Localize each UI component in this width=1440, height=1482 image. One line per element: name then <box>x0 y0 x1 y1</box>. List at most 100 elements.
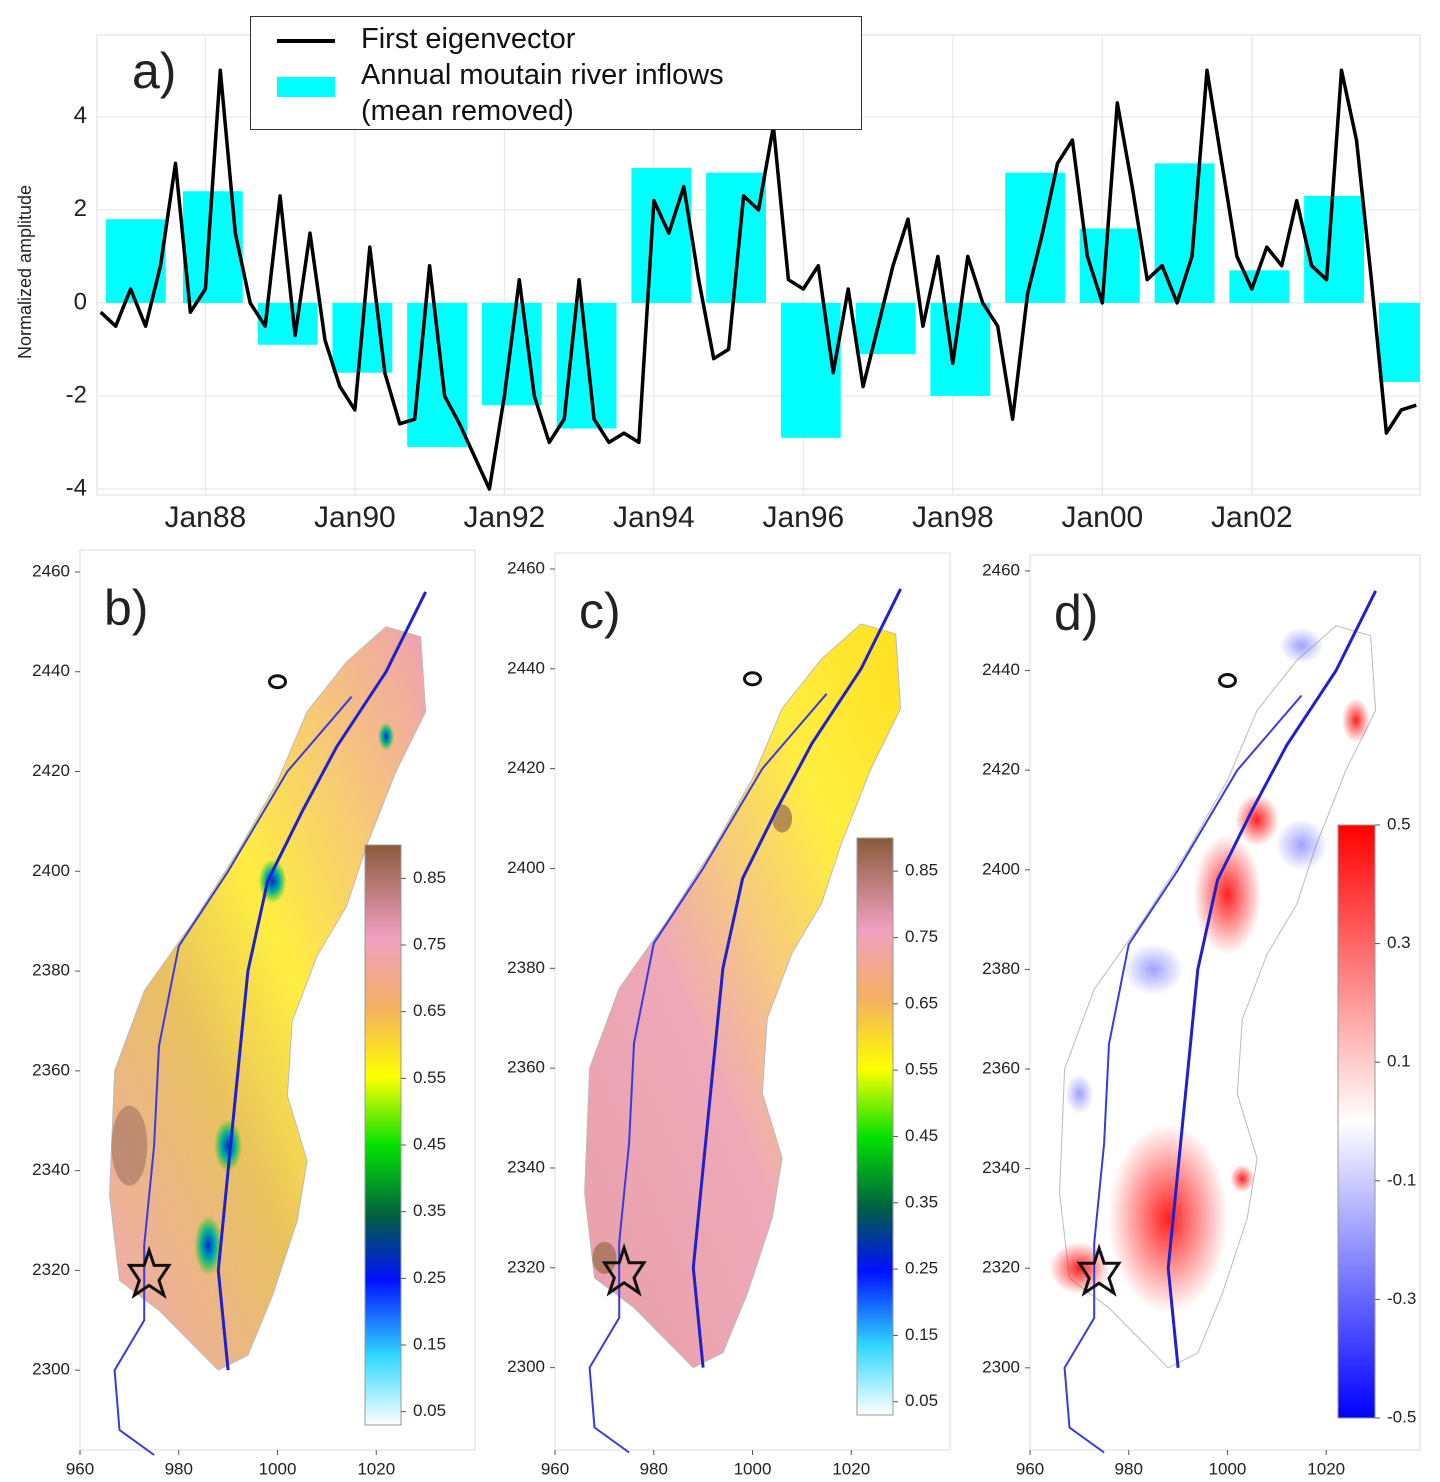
y-tick-label: 2340 <box>32 1160 70 1179</box>
colorbar-tick-label: 0.45 <box>413 1134 446 1153</box>
colorbar <box>364 844 402 1426</box>
x-tick-label: 960 <box>66 1459 94 1478</box>
x-tick-label: 1020 <box>832 1459 870 1478</box>
colorbar <box>1337 824 1376 1419</box>
positive-zone <box>1235 793 1280 846</box>
panel-label: a) <box>132 43 176 99</box>
lake <box>268 674 287 690</box>
y-tick-label: 2380 <box>507 958 545 977</box>
bar <box>1229 270 1290 303</box>
colorbar-tick-label: 0.55 <box>905 1060 938 1079</box>
colorbar <box>856 837 894 1416</box>
legend: First eigenvector Annual moutain river i… <box>250 16 862 130</box>
colorbar-tick-label: 0.85 <box>905 861 938 880</box>
plot-content <box>99 68 1420 491</box>
low-correlation-zone <box>194 1215 223 1276</box>
y-tick-label: 2320 <box>507 1257 545 1276</box>
y-tick-label: 2300 <box>507 1357 545 1376</box>
high-correlation-zone <box>111 1105 148 1186</box>
bar <box>1005 172 1065 303</box>
y-tick-label: 2380 <box>982 959 1020 978</box>
y-tick-label: 2420 <box>32 761 70 780</box>
positive-zone <box>1108 1123 1229 1314</box>
colorbar-tick-label: 0.65 <box>905 993 938 1012</box>
bar <box>105 219 166 303</box>
x-tick-label: Jan96 <box>762 501 844 534</box>
colorbar-tick-label: 0.85 <box>413 868 446 887</box>
x-tick-label: Jan90 <box>314 501 396 534</box>
colorbar-tick-label: 0.05 <box>905 1391 938 1410</box>
colorbar-tick-label: -0.1 <box>1387 1170 1416 1189</box>
y-tick-label: 2360 <box>32 1060 70 1079</box>
y-axis-label: Normalized amplitude <box>15 185 35 359</box>
legend-swatch <box>277 39 335 43</box>
x-tick-label: 960 <box>1016 1459 1044 1478</box>
legend-swatch <box>277 77 335 97</box>
bar <box>1304 195 1364 303</box>
legend-label: First eigenvector <box>361 23 576 55</box>
legend-label: Annual moutain river inflows (mean remov… <box>361 59 724 127</box>
positive-zone <box>1341 698 1370 743</box>
y-tick-label: 2360 <box>982 1058 1020 1077</box>
bar <box>780 302 841 438</box>
x-tick-label: 1020 <box>1307 1459 1345 1478</box>
x-tick-label: Jan88 <box>165 501 247 534</box>
y-tick-label: 2460 <box>982 560 1020 579</box>
low-correlation-zone <box>214 1119 243 1172</box>
panel-label: c) <box>579 583 621 639</box>
lake <box>1217 673 1237 689</box>
valley-area <box>584 623 902 1369</box>
legend-entry: First eigenvector <box>273 21 821 57</box>
y-tick-label: 2400 <box>32 861 70 880</box>
y-tick-label: 2440 <box>982 660 1020 679</box>
river <box>113 696 353 1456</box>
x-tick-label: 960 <box>541 1459 569 1478</box>
colorbar-tick-label: 0.35 <box>413 1201 446 1220</box>
low-correlation-zone <box>378 722 395 751</box>
colorbar-tick-label: 0.35 <box>905 1192 938 1211</box>
x-tick-label: 1000 <box>1209 1459 1247 1478</box>
bar <box>1378 302 1420 382</box>
colorbar-tick-label: 0.1 <box>1387 1052 1411 1071</box>
x-tick-label: 980 <box>640 1459 668 1478</box>
colorbar-tick-label: 0.65 <box>413 1001 446 1020</box>
colorbar-tick-label: 0.05 <box>413 1401 446 1420</box>
y-tick-label: -2 <box>66 381 87 408</box>
line <box>99 68 1417 491</box>
colorbar-tick-label: 0.25 <box>413 1268 446 1287</box>
colorbar-tick-label: 0.3 <box>1387 933 1411 952</box>
negative-zone <box>1279 627 1324 664</box>
negative-zone <box>1275 818 1328 871</box>
x-tick-label: Jan98 <box>912 501 994 534</box>
high-correlation-zone <box>772 804 793 833</box>
colorbar-tick-label: 0.55 <box>413 1068 446 1087</box>
x-tick-label: 1000 <box>734 1459 772 1478</box>
colorbar-tick-label: 0.75 <box>905 927 938 946</box>
colorbar-tick-label: 0.75 <box>413 934 446 953</box>
y-tick-label: 2440 <box>32 661 70 680</box>
negative-zone <box>1123 943 1184 996</box>
city-marker <box>126 1245 172 1299</box>
y-tick-label: -4 <box>66 474 87 501</box>
x-tick-label: 1000 <box>259 1459 297 1478</box>
y-tick-label: 2380 <box>32 961 70 980</box>
y-tick-label: 2460 <box>32 561 70 580</box>
colorbar-tick-label: 0.5 <box>1387 814 1411 833</box>
river <box>216 591 427 1371</box>
bar <box>855 302 916 355</box>
y-tick-label: 2340 <box>982 1158 1020 1177</box>
y-tick-label: 2440 <box>507 658 545 677</box>
x-tick-label: 980 <box>1115 1459 1143 1478</box>
high-correlation-zone <box>592 1241 617 1274</box>
y-tick-label: 2460 <box>507 558 545 577</box>
y-tick-label: 2340 <box>507 1157 545 1176</box>
colorbar-tick-label: 0.45 <box>905 1126 938 1145</box>
x-tick-label: Jan00 <box>1061 501 1143 534</box>
river <box>1166 590 1377 1368</box>
colorbar-tick-label: 0.25 <box>905 1259 938 1278</box>
legend-entry: Annual moutain river inflows (mean remov… <box>273 57 781 129</box>
y-tick-label: 2420 <box>982 760 1020 779</box>
y-tick-label: 2400 <box>507 858 545 877</box>
y-tick-label: 2320 <box>982 1258 1020 1277</box>
valley-area <box>109 626 427 1371</box>
